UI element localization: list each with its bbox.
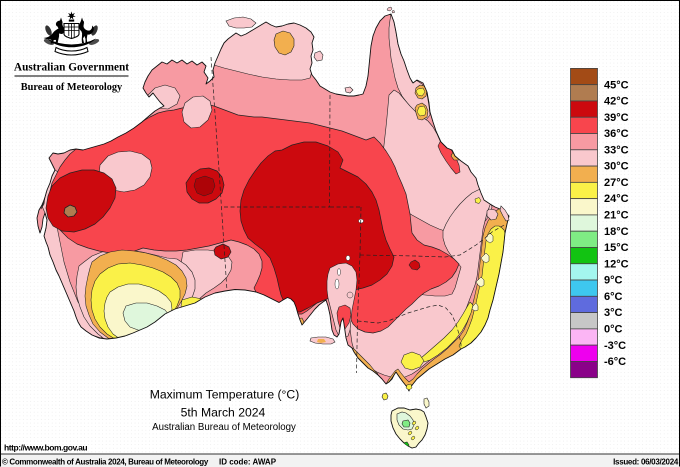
svg-text:Australian Government: Australian Government — [14, 62, 129, 74]
svg-text:Australian Bureau of Meteorolo: Australian Bureau of Meteorology — [152, 422, 296, 433]
svg-text:ID code: AWAP: ID code: AWAP — [219, 458, 277, 467]
svg-text:Bureau of Meteorology: Bureau of Meteorology — [21, 82, 123, 93]
svg-text:0°C: 0°C — [604, 323, 623, 335]
svg-text:http://www.bom.gov.au: http://www.bom.gov.au — [4, 443, 87, 453]
svg-text:6°C: 6°C — [604, 291, 623, 303]
svg-text:21°C: 21°C — [604, 210, 629, 222]
svg-text:3°C: 3°C — [604, 307, 623, 319]
svg-text:45°C: 45°C — [604, 79, 629, 91]
svg-text:39°C: 39°C — [604, 112, 629, 124]
svg-text:12°C: 12°C — [604, 258, 629, 270]
svg-text:42°C: 42°C — [604, 96, 629, 108]
svg-text:Issued: 06/03/2024: Issued: 06/03/2024 — [613, 458, 679, 467]
svg-text:30°C: 30°C — [604, 161, 629, 173]
svg-text:9°C: 9°C — [604, 275, 623, 287]
svg-text:27°C: 27°C — [604, 177, 629, 189]
svg-text:24°C: 24°C — [604, 193, 629, 205]
svg-text:-3°C: -3°C — [604, 340, 626, 352]
svg-text:15°C: 15°C — [604, 242, 629, 254]
svg-text:5th March 2024: 5th March 2024 — [181, 406, 266, 420]
svg-text:© Commonwealth of Australia 20: © Commonwealth of Australia 2024, Bureau… — [2, 458, 209, 467]
svg-text:Maximum Temperature (°C): Maximum Temperature (°C) — [150, 388, 300, 402]
svg-text:-6°C: -6°C — [604, 356, 626, 368]
svg-text:18°C: 18°C — [604, 226, 629, 238]
svg-text:36°C: 36°C — [604, 128, 629, 140]
svg-text:33°C: 33°C — [604, 144, 629, 156]
